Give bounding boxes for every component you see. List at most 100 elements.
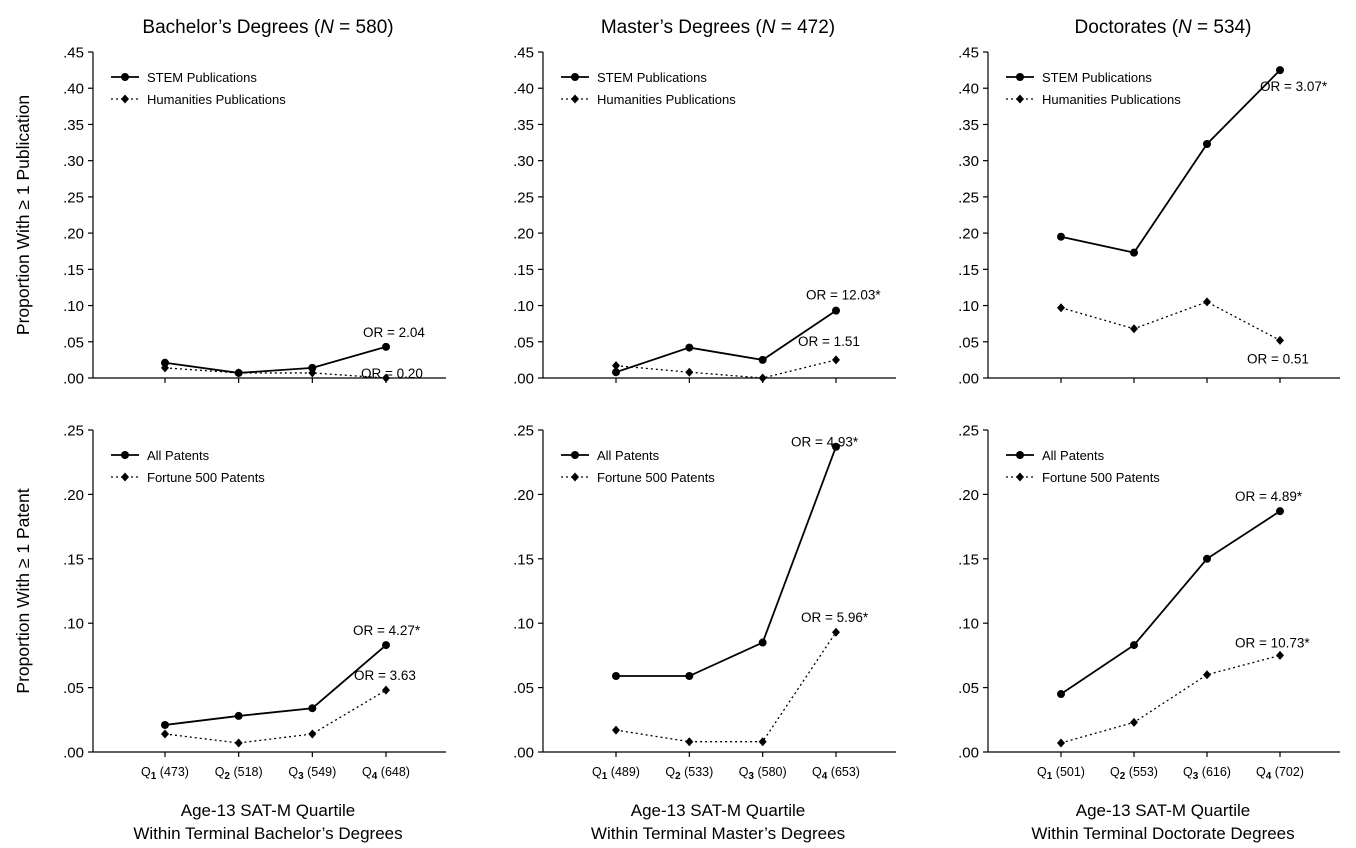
data-point-diamond	[612, 725, 620, 735]
y-tick-label: .40	[63, 81, 84, 98]
data-point-circle	[612, 672, 620, 681]
y-tick-label: .20	[63, 226, 84, 243]
legend-marker-circle	[1016, 451, 1024, 459]
y-tick-label: .20	[958, 226, 979, 243]
y-tick-label: .00	[63, 745, 84, 762]
y-tick-label: .30	[958, 153, 979, 170]
series-line-dotted	[1060, 654, 1281, 744]
x-tick-label: Q1 (473)	[141, 765, 189, 782]
odds-ratio-annotation: OR = 4.27*	[353, 623, 421, 638]
y-tick-label: .15	[958, 551, 979, 568]
legend-marker-diamond	[571, 94, 579, 104]
data-point-circle	[1276, 66, 1284, 75]
y-tick-label: .35	[958, 117, 979, 134]
odds-ratio-annotation: OR = 3.63	[354, 668, 416, 683]
y-tick-label: .10	[958, 298, 979, 315]
data-point-circle	[685, 672, 694, 681]
data-point-diamond	[1130, 324, 1138, 334]
legend-marker-diamond	[121, 472, 129, 482]
series-line-solid	[615, 309, 837, 374]
y-tick-label: .05	[513, 680, 534, 697]
y-axis-label: Proportion With ≥ 1 Publication	[13, 95, 33, 335]
x-axis-label: Within Terminal Master’s Degrees	[591, 824, 845, 843]
legend-label: Humanities Publications	[597, 92, 736, 107]
data-point-diamond	[685, 737, 694, 747]
panel-title: Bachelor’s Degrees (N = 580)	[142, 17, 393, 38]
y-tick-label: .05	[958, 680, 979, 697]
y-tick-label: .15	[513, 262, 534, 279]
y-tick-label: .25	[513, 423, 534, 440]
data-point-circle	[1057, 690, 1065, 699]
y-tick-label: .15	[958, 262, 979, 279]
x-axis-label: Age-13 SAT-M Quartile	[631, 801, 805, 820]
odds-ratio-annotation: OR = 10.73*	[1235, 635, 1310, 650]
y-tick-label: .25	[513, 189, 534, 206]
data-point-diamond	[1276, 650, 1284, 660]
data-point-diamond	[234, 368, 243, 378]
x-tick-label: Q2 (518)	[215, 765, 263, 782]
data-point-diamond	[234, 738, 243, 748]
legend-label: Humanities Publications	[147, 92, 286, 107]
legend-marker-circle	[121, 451, 129, 459]
data-point-circle	[382, 342, 390, 351]
odds-ratio-annotation: OR = 4.89*	[1235, 489, 1303, 504]
series-line-dotted	[615, 359, 837, 379]
legend-marker-diamond	[121, 94, 129, 104]
y-tick-label: .10	[513, 616, 534, 633]
x-axis-label: Age-13 SAT-M Quartile	[1076, 801, 1250, 820]
data-point-circle	[832, 306, 840, 315]
data-point-diamond	[612, 361, 620, 371]
series-line-solid	[1060, 69, 1281, 254]
legend-marker-diamond	[1016, 472, 1024, 482]
y-axis-label: Proportion With ≥ 1 Patent	[13, 488, 33, 693]
panel-5: .00 .05 .10 .15 .20 .25 Q1 (489) Q2 (533) Q3 (58…	[513, 423, 896, 843]
x-axis-label: Age-13 SAT-M Quartile	[181, 801, 355, 820]
data-point-circle	[758, 355, 767, 364]
legend-label: STEM Publications	[1042, 70, 1152, 85]
data-point-circle	[234, 711, 243, 720]
x-tick-label: Q1 (501)	[1037, 765, 1085, 782]
legend-marker-circle	[571, 73, 579, 81]
data-point-diamond	[308, 368, 317, 378]
y-tick-label: .20	[513, 487, 534, 504]
odds-ratio-annotation: OR = 5.96*	[801, 610, 869, 625]
data-point-diamond	[685, 367, 694, 377]
y-tick-label: .20	[513, 226, 534, 243]
data-point-circle	[1203, 554, 1211, 563]
data-point-circle	[382, 641, 390, 650]
y-tick-label: .10	[63, 298, 84, 315]
y-tick-label: .05	[63, 334, 84, 351]
y-tick-label: .25	[958, 189, 979, 206]
data-point-diamond	[1276, 335, 1284, 345]
data-point-circle	[161, 720, 169, 729]
x-tick-label: Q4 (702)	[1256, 765, 1304, 782]
data-point-circle	[685, 343, 694, 352]
data-point-circle	[308, 704, 317, 713]
y-tick-label: .40	[513, 81, 534, 98]
data-point-circle	[832, 442, 840, 451]
y-tick-label: .10	[958, 616, 979, 633]
series-line-solid	[1060, 510, 1281, 695]
data-point-diamond	[1203, 670, 1211, 680]
y-tick-label: .40	[958, 81, 979, 98]
y-tick-label: .05	[63, 680, 84, 697]
legend-label: Fortune 500 Patents	[147, 470, 265, 485]
y-tick-label: .20	[958, 487, 979, 504]
data-point-diamond	[832, 627, 840, 637]
legend-label: All Patents	[597, 448, 660, 463]
data-point-circle	[1130, 248, 1138, 257]
data-point-diamond	[382, 373, 390, 383]
data-point-circle	[1057, 232, 1065, 241]
y-tick-label: .00	[958, 371, 979, 388]
data-point-circle	[1276, 507, 1284, 516]
y-tick-label: .25	[958, 423, 979, 440]
series-line-solid	[616, 446, 837, 677]
x-axis-label: Within Terminal Doctorate Degrees	[1031, 824, 1294, 843]
data-point-diamond	[758, 737, 767, 747]
odds-ratio-annotation: OR = 3.07*	[1260, 79, 1328, 94]
y-tick-label: .45	[63, 45, 84, 62]
legend-marker-diamond	[571, 472, 579, 482]
x-tick-label: Q4 (653)	[812, 765, 860, 782]
legend-label: Fortune 500 Patents	[597, 470, 715, 485]
legend-label: Fortune 500 Patents	[1042, 470, 1160, 485]
